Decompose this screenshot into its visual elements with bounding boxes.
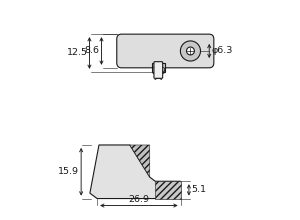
Polygon shape bbox=[130, 145, 150, 177]
Circle shape bbox=[180, 41, 200, 61]
Text: 15.9: 15.9 bbox=[58, 167, 79, 176]
Polygon shape bbox=[155, 181, 181, 198]
Text: 5.1: 5.1 bbox=[191, 185, 206, 194]
Circle shape bbox=[187, 47, 194, 55]
Polygon shape bbox=[90, 145, 181, 198]
Text: 26.9: 26.9 bbox=[128, 195, 149, 204]
Text: 8.6: 8.6 bbox=[85, 46, 100, 55]
FancyBboxPatch shape bbox=[154, 62, 163, 78]
Bar bbox=[152, 63, 165, 72]
Text: 12.5: 12.5 bbox=[67, 48, 88, 57]
Text: φ6.3: φ6.3 bbox=[212, 46, 233, 55]
FancyBboxPatch shape bbox=[117, 34, 214, 68]
Text: 2.9: 2.9 bbox=[151, 68, 166, 76]
